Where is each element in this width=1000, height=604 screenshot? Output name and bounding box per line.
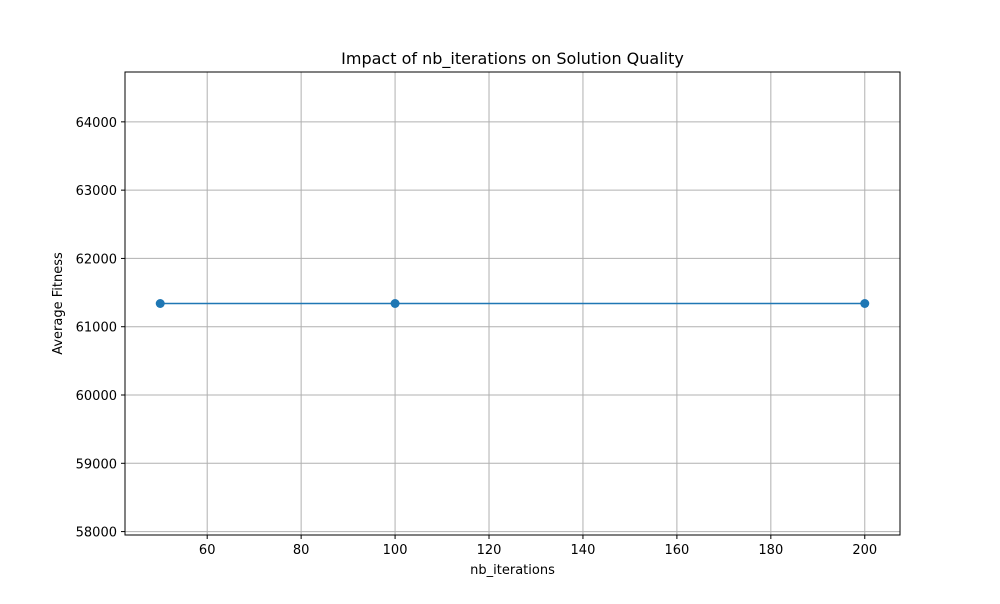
x-tick-label: 80	[293, 543, 310, 558]
plot-frame	[124, 71, 901, 536]
y-tick-label: 63000	[76, 184, 117, 199]
y-axis-label: Average Fitness	[51, 252, 66, 355]
y-tick-label: 60000	[76, 389, 117, 404]
data-point	[860, 299, 870, 308]
x-tick-label: 200	[852, 543, 877, 558]
x-tick-label: 140	[571, 543, 596, 558]
y-tick-label: 59000	[76, 457, 117, 472]
x-tick-label: 180	[758, 543, 783, 558]
x-axis-ticks: 60 80 100 120 140 160 180 200	[199, 535, 877, 558]
x-tick-label: 120	[477, 543, 502, 558]
x-tick-label: 160	[664, 543, 689, 558]
data-point	[390, 299, 400, 308]
chart-title: Impact of nb_iterations on Solution Qual…	[341, 49, 684, 69]
y-tick-label: 64000	[76, 116, 117, 131]
x-tick-label: 100	[383, 543, 408, 558]
x-axis-label: nb_iterations	[470, 563, 555, 578]
data-point	[155, 299, 165, 308]
y-tick-label: 58000	[76, 526, 117, 541]
x-tick-label: 60	[199, 543, 216, 558]
y-tick-label: 61000	[76, 321, 117, 336]
y-tick-label: 62000	[76, 252, 117, 267]
y-axis-ticks: 58000 59000 60000 61000 62000 63000 64000	[76, 116, 125, 541]
series-layer	[155, 299, 870, 308]
